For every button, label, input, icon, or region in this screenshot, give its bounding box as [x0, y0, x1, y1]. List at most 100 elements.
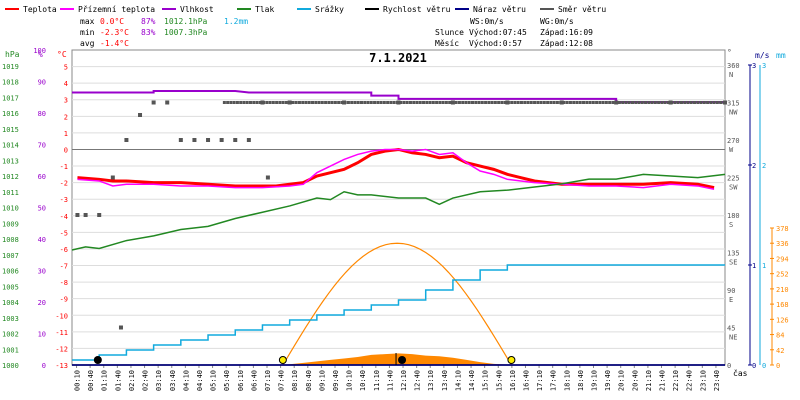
dir-tick-4: 180 [727, 212, 740, 220]
series-7-dash [356, 101, 360, 104]
series-7-dash [278, 101, 282, 104]
x-tick-43: 21:40 [659, 370, 667, 391]
hum-tick-3: 30 [38, 268, 46, 276]
x-tick-38: 19:10 [590, 370, 598, 391]
temp-tick-14: 1 [64, 130, 68, 138]
solar-tick-5: 210 [776, 286, 789, 294]
series-7-dash [353, 101, 357, 104]
series-7-dash [611, 101, 615, 104]
series-7-dash [696, 101, 700, 104]
x-tick-5: 02:40 [142, 370, 150, 391]
dir-name-1: NE [729, 334, 737, 342]
rain-tick-2: 2 [762, 162, 766, 170]
series-7-point-8 [165, 100, 170, 105]
series-7-dash [350, 101, 354, 104]
series-7-dash [467, 101, 471, 104]
series-7-dash [386, 101, 390, 104]
series-7-dash [448, 101, 452, 104]
series-7-dash [604, 101, 608, 104]
temp-tick-16: 3 [64, 97, 68, 105]
legend-label-5: Rychlost větru [383, 5, 451, 14]
series-7-dash [585, 101, 589, 104]
series-7-dash [722, 101, 726, 104]
series-7-dash [683, 101, 687, 104]
temp-tick-12: -1 [60, 163, 68, 171]
temp-tick-15: 2 [64, 113, 68, 121]
humidity-axis-label: % [38, 50, 43, 59]
series-7-dash [657, 101, 661, 104]
solar-tick-6: 252 [776, 271, 789, 279]
series-7-dash [503, 101, 507, 104]
series-7-dash [484, 101, 488, 104]
x-tick-9: 04:40 [196, 370, 204, 391]
x-tick-10: 05:10 [210, 370, 218, 391]
temperature-axis-label: °C [57, 50, 67, 59]
series-7-dash [627, 101, 631, 104]
series-7-dash [608, 101, 612, 104]
hum-tick-0: 0 [42, 362, 46, 370]
series-7-point-14 [246, 138, 251, 142]
dir-tick-8: 360 [727, 62, 740, 70]
series-7-dash [676, 101, 680, 104]
series-7-dash [666, 101, 670, 104]
hum-tick-5: 50 [38, 205, 46, 213]
series-7-dash [487, 101, 491, 104]
series-7-dash [686, 101, 690, 104]
series-7-dash [679, 101, 683, 104]
sun-rise: Východ:07:45 [469, 28, 527, 37]
hum-tick-1: 10 [38, 331, 46, 339]
x-tick-28: 14:10 [454, 370, 462, 391]
stats-block: max 0.0°C 87% 1012.1hPa 1.2mm min -2.3°C… [80, 17, 248, 48]
series-7-dash [428, 101, 432, 104]
press-tick-4: 1004 [2, 299, 19, 307]
dir-name-8: N [729, 71, 733, 79]
moon-marker-0 [93, 356, 102, 364]
series-7-dash [239, 101, 243, 104]
x-tick-31: 15:40 [495, 370, 503, 391]
dir-tick-6: 270 [727, 137, 740, 145]
x-tick-42: 21:10 [645, 370, 653, 391]
solar-tick-8: 336 [776, 240, 789, 248]
solar-tick-0: 0 [776, 362, 780, 370]
press-tick-0: 1000 [2, 362, 19, 370]
press-tick-5: 1005 [2, 283, 19, 291]
series-7-point-7 [151, 100, 156, 105]
series-7-dash [663, 101, 667, 104]
legend-label-7: Směr větru [558, 5, 606, 14]
x-tick-11: 05:40 [223, 370, 231, 391]
series-7-dash [392, 101, 396, 104]
series-7-dash [438, 101, 442, 104]
direction-axis-label: ° [727, 48, 732, 57]
series-7-dash [529, 101, 533, 104]
series-7-dash [235, 101, 239, 104]
series-7-dash [474, 101, 478, 104]
x-tick-20: 10:10 [346, 370, 354, 391]
series-7-dash [232, 101, 236, 104]
dir-tick-2: 90 [727, 287, 735, 295]
series-7-dash [526, 101, 530, 104]
press-tick-11: 1011 [2, 189, 19, 197]
temp-tick-13: 0 [64, 146, 68, 154]
dir-name-7: NW [729, 109, 738, 117]
solar-theoretical-curve [282, 242, 512, 366]
stats-min-hum: 83% [141, 28, 156, 37]
series-7-dash [307, 101, 311, 104]
series-7-dash [327, 101, 331, 104]
series-7-dash [689, 101, 693, 104]
series-7-dash [653, 101, 657, 104]
series-7-point-13 [233, 138, 238, 142]
series-7-dash [516, 101, 520, 104]
series-7-dash [399, 101, 403, 104]
stats-max-press: 1012.1hPa [164, 17, 208, 26]
solar-tick-4: 168 [776, 301, 789, 309]
dir-tick-5: 225 [727, 175, 740, 183]
temp-tick-9: -4 [60, 213, 68, 221]
wind-tick-2: 2 [752, 162, 756, 170]
series-7-dash [490, 101, 494, 104]
x-tick-46: 23:10 [699, 370, 707, 391]
dir-tick-7: 315 [727, 100, 740, 108]
series-4-line [72, 264, 725, 361]
press-tick-12: 1012 [2, 173, 19, 181]
series-7-dash [337, 101, 341, 104]
hum-tick-10: 100 [33, 47, 46, 55]
